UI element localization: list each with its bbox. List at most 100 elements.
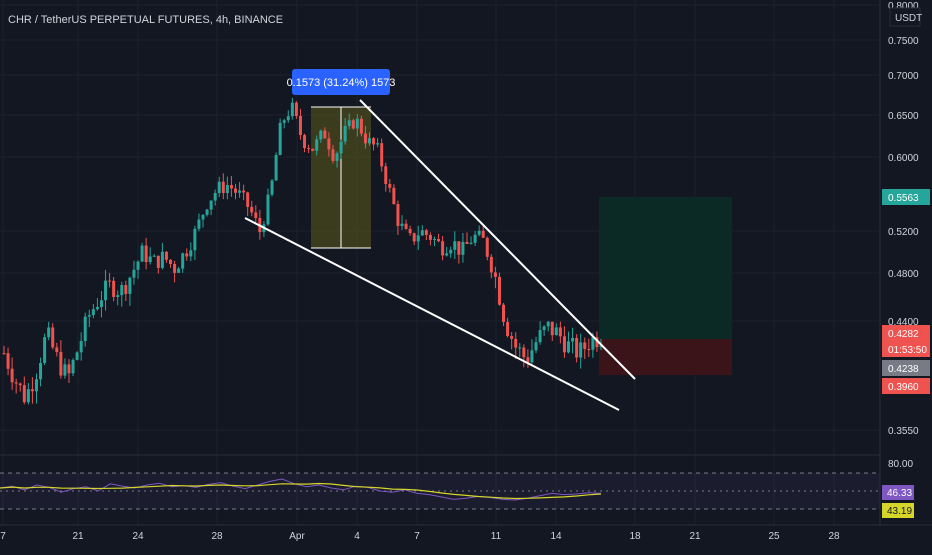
candle-body (108, 280, 112, 282)
position-zones (599, 197, 732, 375)
target-price-label: 0.5563 (888, 193, 919, 204)
candle-body (534, 342, 538, 351)
candle-body (319, 130, 323, 140)
candle-body (485, 237, 489, 257)
measure-label: 0.1573 (31.24%) 1573 (287, 77, 396, 89)
rsi-ma-value-label: 43.19 (887, 506, 912, 517)
candle-body (510, 336, 514, 339)
candle-body (335, 153, 339, 161)
time-tick-label: 11 (491, 531, 502, 542)
candle-body (128, 277, 132, 294)
candle-body (83, 316, 87, 342)
candle-body (282, 120, 286, 123)
rsi-line (0, 478, 602, 501)
target-zone[interactable] (599, 197, 732, 339)
candle-body (567, 341, 571, 353)
candle-body (95, 306, 99, 310)
candle-body (441, 241, 445, 256)
candle-body (278, 122, 282, 155)
trendline-upper[interactable] (359, 99, 636, 380)
grid (0, 0, 880, 525)
candle-body (457, 241, 461, 255)
price-tick-label: 0.6000 (888, 153, 919, 164)
time-tick-label: 21 (689, 531, 701, 542)
candle-body (266, 194, 270, 225)
candle-body (368, 138, 372, 144)
candle-body (461, 241, 465, 255)
candle-body (363, 133, 367, 144)
candle-body (2, 353, 6, 355)
candle-body (327, 138, 331, 150)
time-tick-label: 14 (550, 531, 562, 542)
candle-body (274, 154, 278, 181)
candle-body (558, 327, 562, 337)
candle-body (579, 342, 583, 358)
candle-body (408, 228, 412, 234)
candle-body (526, 357, 530, 363)
candle-body (47, 327, 51, 338)
last-price-box (882, 325, 930, 341)
candle-body (351, 120, 355, 129)
time-tick-label: 25 (768, 531, 780, 542)
candle-body (229, 184, 233, 189)
price-labels: 0.5563 0.4282 01:53:50 0.4238 0.3960 (882, 189, 930, 394)
price-tick-label: 0.8000 (888, 1, 919, 12)
price-tick-label: 0.4800 (888, 269, 919, 280)
rsi-ma-line (0, 482, 602, 500)
candle-body (355, 118, 359, 129)
rsi-ma-value-box (882, 503, 914, 518)
trendlines[interactable] (244, 99, 636, 411)
rsi-pane[interactable] (0, 454, 880, 510)
time-axis[interactable]: 7 21 24 28 Apr 4 7 11 14 18 21 25 28 (0, 524, 932, 542)
candle-body (311, 148, 315, 151)
candle-body (238, 190, 242, 193)
price-axis[interactable]: 0.8000 0.7500 0.7000 0.6500 0.6000 0.5200 0.48… (879, 0, 919, 525)
candle-body (55, 347, 59, 352)
time-tick-label: 18 (629, 531, 641, 542)
candle-body (104, 280, 108, 301)
candle-body (315, 139, 319, 151)
candle-body (445, 253, 449, 256)
candle-body (380, 143, 384, 167)
candle-body (550, 321, 554, 336)
stop-zone[interactable] (599, 339, 732, 375)
candle-body (116, 295, 120, 297)
candle-body (595, 337, 599, 348)
candle-body (18, 383, 22, 386)
candle-body (481, 230, 485, 238)
currency-label[interactable]: USDT (895, 13, 922, 24)
candle-body (465, 241, 469, 244)
candle-body (209, 200, 213, 210)
candle-body (221, 181, 225, 194)
candle-body (132, 269, 136, 278)
trendline-lower[interactable] (244, 217, 620, 411)
countdown-price-label: 01:53:50 (888, 345, 927, 356)
candle-body (246, 192, 250, 207)
entry-price-label: 0.4238 (888, 364, 919, 375)
candle-body (303, 135, 307, 149)
candle-body (416, 235, 420, 242)
candle-body (79, 341, 83, 353)
candle-body (347, 120, 351, 126)
candle-body (91, 309, 95, 316)
candle-body (197, 219, 201, 229)
candles (2, 97, 603, 405)
candle-body (388, 183, 392, 188)
time-tick-label: 24 (132, 531, 144, 542)
candle-body (372, 138, 376, 145)
candle-body (233, 188, 237, 193)
candle-body (562, 336, 566, 353)
candle-body (518, 347, 522, 349)
stop-price-label: 0.3960 (888, 382, 919, 393)
candle-body (124, 285, 128, 294)
candle-body (396, 204, 400, 226)
candle-body (169, 259, 173, 264)
candle-body (144, 245, 148, 263)
candle-body (250, 206, 254, 213)
currency-box[interactable] (889, 7, 921, 27)
price-tick-label: 0.6500 (888, 111, 919, 122)
candle-body (75, 352, 79, 360)
